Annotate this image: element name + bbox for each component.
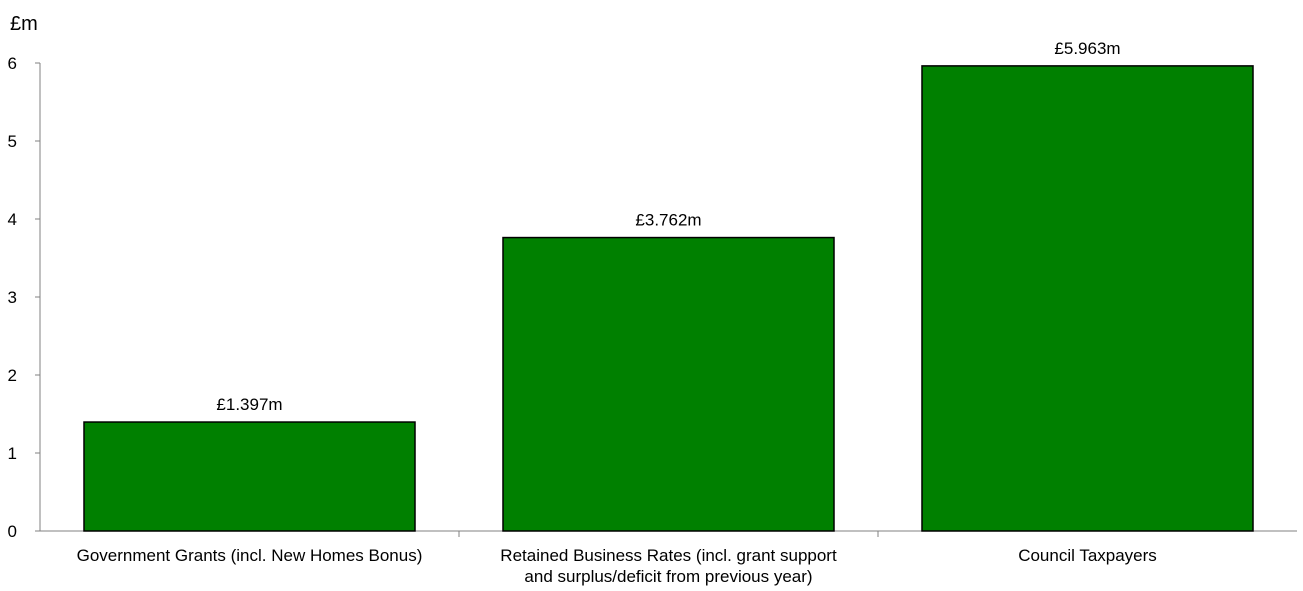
y-tick-label: 5 xyxy=(8,132,17,151)
data-label: £1.397m xyxy=(216,395,282,414)
bar xyxy=(503,238,834,531)
bars xyxy=(84,66,1253,531)
bar xyxy=(84,422,415,531)
x-axis-labels: Government Grants (incl. New Homes Bonus… xyxy=(77,546,1157,586)
data-label: £5.963m xyxy=(1054,39,1120,58)
x-tick-label: Council Taxpayers xyxy=(1018,546,1157,565)
y-tick-label: 3 xyxy=(8,288,17,307)
y-tick-label: 6 xyxy=(8,54,17,73)
data-label: £3.762m xyxy=(635,211,701,230)
x-tick-label: Retained Business Rates (incl. grant sup… xyxy=(500,546,837,565)
y-tick-label: 1 xyxy=(8,444,17,463)
y-tick-label: 2 xyxy=(8,366,17,385)
y-tick-label: 0 xyxy=(8,522,17,541)
y-axis-ticks: 0 1 2 3 4 5 6 xyxy=(8,54,40,541)
x-tick-label: and surplus/deficit from previous year) xyxy=(524,567,812,586)
y-axis-label: £m xyxy=(10,13,38,35)
y-tick-label: 4 xyxy=(8,210,17,229)
bar xyxy=(922,66,1253,531)
x-tick-label: Government Grants (incl. New Homes Bonus… xyxy=(77,546,423,565)
